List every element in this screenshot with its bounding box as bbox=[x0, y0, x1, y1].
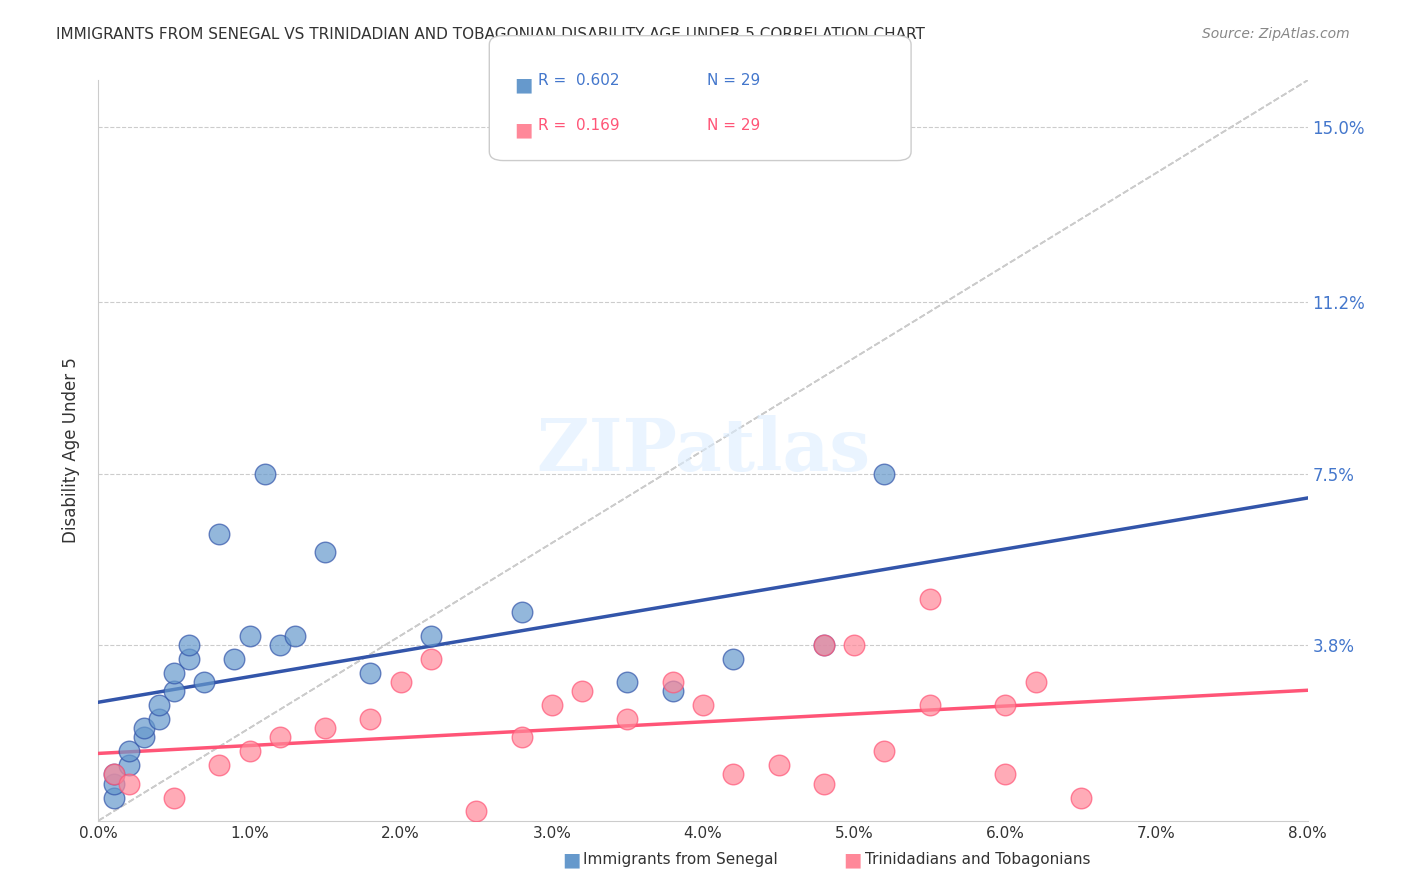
Text: ■: ■ bbox=[515, 120, 533, 139]
Point bbox=[540, 698, 562, 712]
Point bbox=[692, 698, 714, 712]
Point bbox=[465, 805, 488, 819]
Point bbox=[103, 776, 125, 791]
Text: ■: ■ bbox=[844, 851, 862, 870]
Point bbox=[616, 712, 638, 726]
Point bbox=[208, 526, 231, 541]
Point bbox=[360, 665, 382, 680]
Point bbox=[269, 731, 291, 745]
Point bbox=[208, 758, 231, 772]
Point bbox=[813, 638, 835, 652]
Point bbox=[510, 606, 533, 620]
Text: Source: ZipAtlas.com: Source: ZipAtlas.com bbox=[1202, 27, 1350, 41]
Text: N = 29: N = 29 bbox=[707, 73, 761, 88]
Point bbox=[571, 684, 593, 698]
Point bbox=[179, 638, 201, 652]
Point bbox=[179, 651, 201, 665]
Point bbox=[103, 767, 125, 781]
Point bbox=[269, 638, 291, 652]
Text: IMMIGRANTS FROM SENEGAL VS TRINIDADIAN AND TOBAGONIAN DISABILITY AGE UNDER 5 COR: IMMIGRANTS FROM SENEGAL VS TRINIDADIAN A… bbox=[56, 27, 925, 42]
Point bbox=[616, 674, 638, 689]
Point bbox=[224, 651, 246, 665]
Text: Trinidadians and Tobagonians: Trinidadians and Tobagonians bbox=[865, 852, 1090, 867]
Point bbox=[844, 638, 866, 652]
Point bbox=[360, 712, 382, 726]
Point bbox=[873, 467, 896, 481]
Point bbox=[813, 638, 835, 652]
Point bbox=[163, 665, 186, 680]
Point bbox=[661, 684, 683, 698]
Point bbox=[132, 731, 155, 745]
Point bbox=[420, 651, 443, 665]
Text: R =  0.602: R = 0.602 bbox=[538, 73, 620, 88]
Point bbox=[314, 721, 336, 735]
Point bbox=[239, 744, 262, 758]
Point bbox=[389, 674, 412, 689]
Y-axis label: Disability Age Under 5: Disability Age Under 5 bbox=[62, 358, 80, 543]
Point bbox=[284, 628, 307, 642]
Point bbox=[118, 776, 141, 791]
Point bbox=[253, 467, 276, 481]
Text: ■: ■ bbox=[515, 76, 533, 95]
Point bbox=[873, 744, 896, 758]
Point bbox=[132, 721, 155, 735]
Point bbox=[813, 776, 835, 791]
Point bbox=[723, 767, 745, 781]
Point bbox=[118, 744, 141, 758]
Point bbox=[118, 758, 141, 772]
Point bbox=[661, 674, 683, 689]
Point bbox=[510, 731, 533, 745]
Point bbox=[193, 674, 215, 689]
Point bbox=[420, 628, 443, 642]
Point bbox=[148, 712, 170, 726]
Text: R =  0.169: R = 0.169 bbox=[538, 118, 620, 133]
Text: ZIPatlas: ZIPatlas bbox=[536, 415, 870, 486]
Point bbox=[103, 790, 125, 805]
Point bbox=[994, 698, 1017, 712]
Text: N = 29: N = 29 bbox=[707, 118, 761, 133]
Point bbox=[314, 545, 336, 559]
Point bbox=[1025, 674, 1047, 689]
Point bbox=[994, 767, 1017, 781]
Point bbox=[148, 698, 170, 712]
Point bbox=[918, 591, 941, 606]
Point bbox=[723, 651, 745, 665]
Point bbox=[918, 698, 941, 712]
Point bbox=[103, 767, 125, 781]
Point bbox=[163, 790, 186, 805]
Text: ■: ■ bbox=[562, 851, 581, 870]
Point bbox=[1070, 790, 1092, 805]
Point bbox=[239, 628, 262, 642]
Point bbox=[163, 684, 186, 698]
Point bbox=[768, 758, 790, 772]
Text: Immigrants from Senegal: Immigrants from Senegal bbox=[583, 852, 779, 867]
